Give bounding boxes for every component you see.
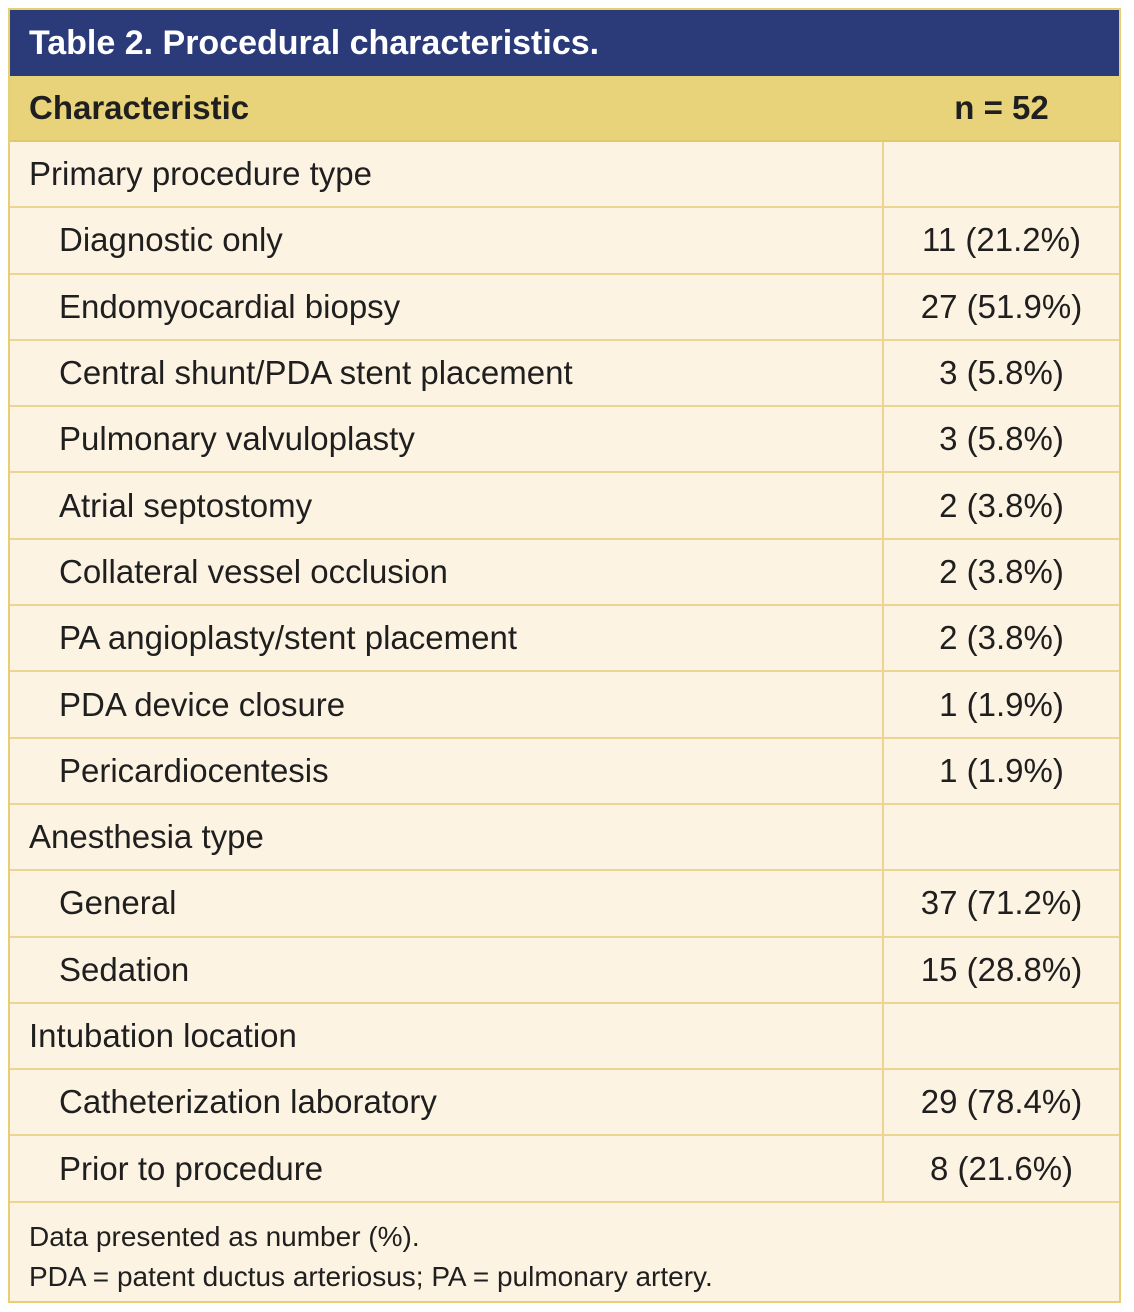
table-row: Prior to procedure 8 (21.6%): [10, 1136, 1119, 1203]
table-row: Endomyocardial biopsy 27 (51.9%): [10, 274, 1119, 341]
footnote: PDA = patent ductus arteriosus; PA = pul…: [29, 1260, 713, 1292]
table-row: Atrial septostomy 2 (3.8%): [10, 473, 1119, 540]
table-header-row: Characteristic n = 52: [10, 76, 1119, 142]
row-value: 11 (21.2%): [922, 221, 1081, 259]
header-characteristic: Characteristic: [29, 89, 250, 126]
table-row: General 37 (71.2%): [10, 871, 1119, 938]
row-value: 8 (21.6%): [929, 1149, 1074, 1187]
table-row: Pericardiocentesis 1 (1.9%): [10, 738, 1119, 805]
table-footnotes: Data presented as number (%). PDA = pate…: [10, 1203, 1119, 1297]
row-label: Pericardiocentesis: [10, 738, 884, 803]
row-value: 2 (3.8%): [939, 619, 1064, 657]
table-row: Catheterization laboratory 29 (78.4%): [10, 1070, 1119, 1137]
table-row: Collateral vessel occlusion 2 (3.8%): [10, 539, 1119, 607]
row-label: Atrial septostomy: [10, 473, 884, 538]
row-label: PDA device closure: [10, 672, 884, 737]
row-label: Pulmonary valvuloplasty: [10, 407, 884, 472]
row-value: 15 (28.8%): [920, 950, 1083, 988]
row-value: 1 (1.9%): [939, 685, 1064, 723]
row-value: [884, 805, 1119, 869]
row-value: 1 (1.9%): [939, 751, 1064, 789]
table-row: Sedation 15 (28.8%): [10, 937, 1119, 1004]
row-label: Central shunt/PDA stent placement: [10, 340, 884, 406]
table-row: PDA device closure 1 (1.9%): [10, 672, 1119, 739]
row-value: 37 (71.2%): [920, 884, 1083, 922]
table-row: Diagnostic only 11 (21.2%): [10, 208, 1119, 275]
row-value: 3 (5.8%): [939, 354, 1064, 392]
row-label: Anesthesia type: [10, 804, 884, 870]
table-row: Pulmonary valvuloplasty 3 (5.8%): [10, 407, 1119, 474]
table-body: Primary procedure type Diagnostic only 11 …: [10, 142, 1119, 1203]
row-value: 2 (3.8%): [939, 486, 1064, 524]
row-label: Collateral vessel occlusion: [10, 539, 884, 605]
row-label: Endomyocardial biopsy: [10, 274, 884, 339]
header-n: n = 52: [954, 89, 1049, 126]
row-label: Catheterization laboratory: [10, 1070, 884, 1135]
row-label: Prior to procedure: [10, 1136, 884, 1201]
row-value: 3 (5.8%): [939, 420, 1064, 458]
row-label: General: [10, 871, 884, 936]
table-row: Central shunt/PDA stent placement 3 (5.8%…: [10, 340, 1119, 408]
procedural-characteristics-table: Table 2. Procedural characteristics. Cha…: [8, 8, 1121, 1303]
row-label: Sedation: [10, 937, 884, 1002]
table-section-row: Primary procedure type: [10, 142, 1119, 209]
table-row: PA angioplasty/stent placement 2 (3.8%): [10, 606, 1119, 673]
row-label: Primary procedure type: [10, 142, 884, 207]
row-label: Diagnostic only: [10, 208, 884, 273]
row-label: Intubation location: [10, 1003, 884, 1069]
row-value: [884, 1004, 1119, 1068]
row-value: 27 (51.9%): [920, 287, 1083, 325]
row-value: [884, 142, 1119, 206]
row-value: 29 (78.4%): [920, 1083, 1083, 1121]
table-section-row: Anesthesia type: [10, 804, 1119, 872]
table-title: Table 2. Procedural characteristics.: [10, 10, 1119, 76]
row-value: 2 (3.8%): [939, 552, 1064, 590]
table-section-row: Intubation location: [10, 1003, 1119, 1071]
row-label: PA angioplasty/stent placement: [10, 606, 884, 671]
footnote: Data presented as number (%).: [29, 1220, 420, 1252]
